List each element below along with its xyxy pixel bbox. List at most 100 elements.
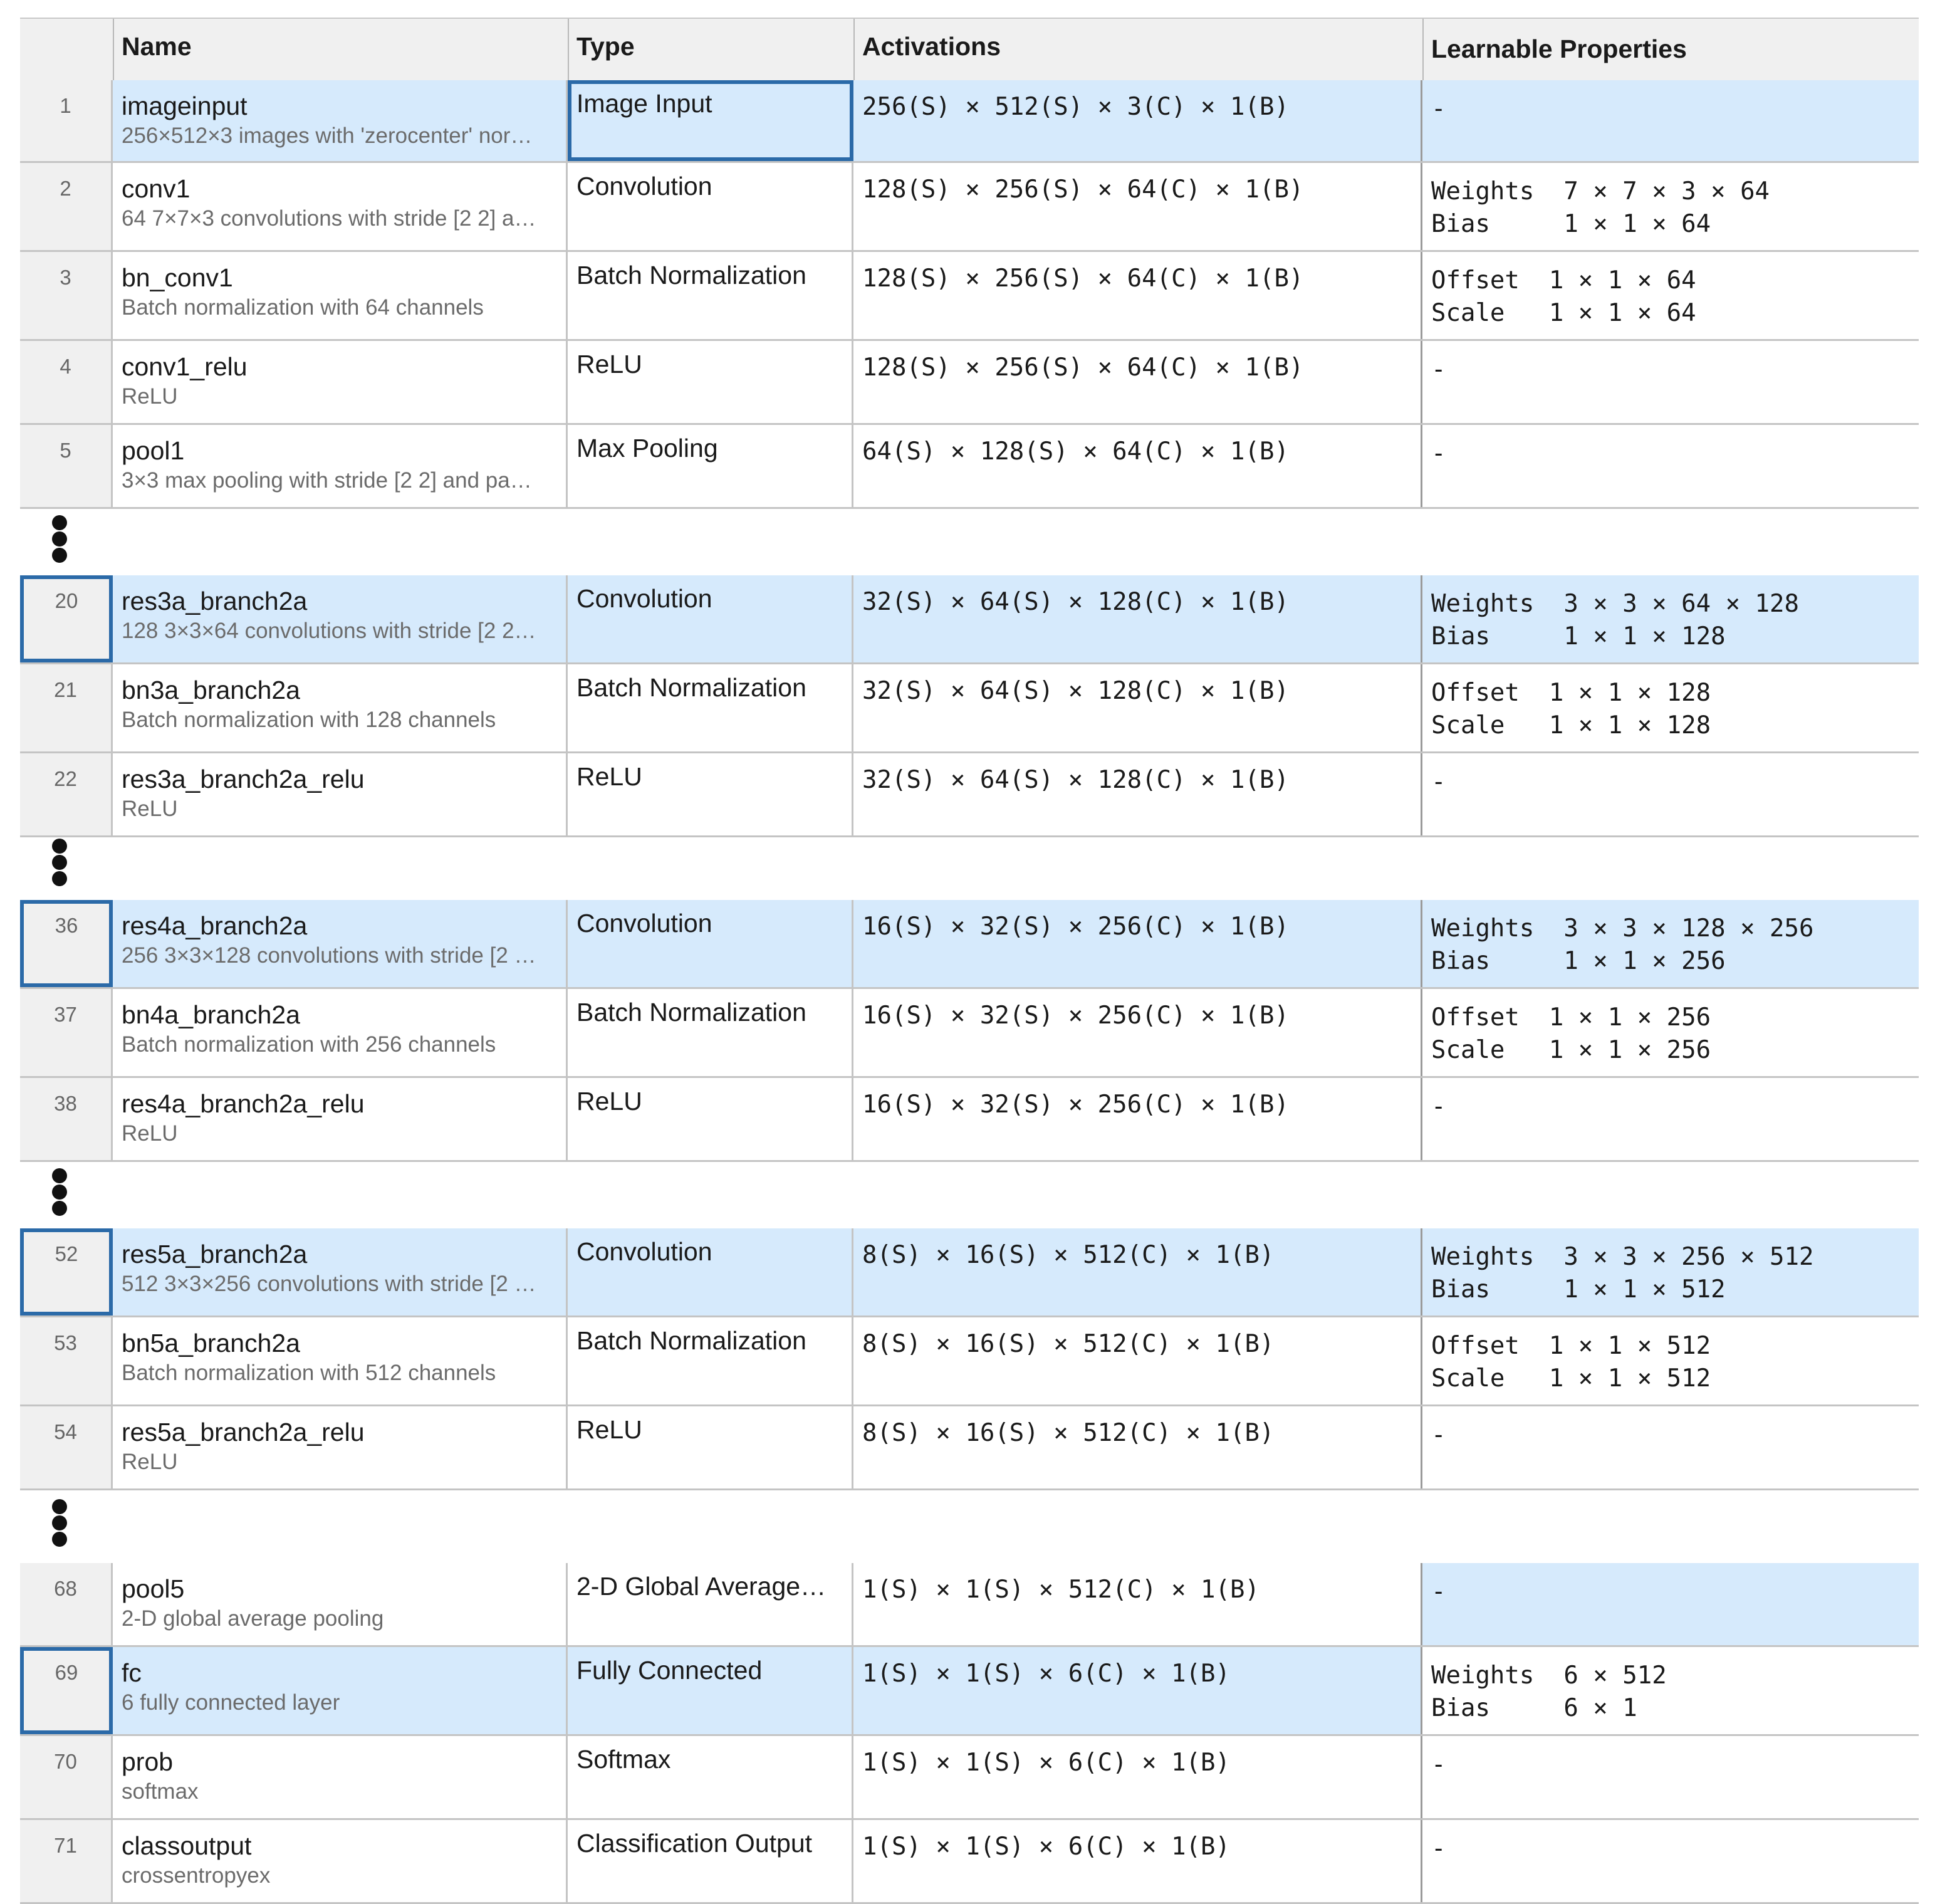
layer-type[interactable]: Convolution [568,163,853,250]
row-number[interactable]: 3 [20,252,113,339]
layer-type[interactable]: Batch Normalization [568,252,853,339]
column-header-learnable-properties[interactable]: Learnable Properties [1431,34,1687,63]
table-row[interactable]: 69 fc 6 fully connected layer Fully Connect… [20,1647,1919,1736]
layer-activations[interactable]: 16(S) × 32(S) × 256(C) × 1(B) [853,1078,1422,1160]
row-number[interactable]: 53 [20,1317,113,1404]
layer-learnables[interactable]: - [1422,1078,1919,1160]
layer-activations[interactable]: 16(S) × 32(S) × 256(C) × 1(B) [853,989,1422,1076]
layer-name-cell[interactable]: classoutput crossentropyex [113,1820,568,1902]
row-number[interactable]: 52 [20,1228,113,1316]
layer-type[interactable]: Fully Connected [568,1647,853,1734]
layer-learnables[interactable]: - [1422,1820,1919,1902]
row-number[interactable]: 5 [20,425,113,507]
table-row[interactable]: 68 pool5 2-D global average pooling 2-D Glo… [20,1563,1919,1647]
layer-type[interactable]: ReLU [568,341,853,423]
layer-activations[interactable]: 8(S) × 16(S) × 512(C) × 1(B) [853,1228,1422,1316]
layer-type[interactable]: 2-D Global Average… [568,1563,853,1645]
layer-type[interactable]: ReLU [568,1078,853,1160]
layer-activations[interactable]: 16(S) × 32(S) × 256(C) × 1(B) [853,900,1422,987]
layer-type[interactable]: ReLU [568,1406,853,1488]
column-header-type[interactable]: Type [576,32,635,61]
table-row[interactable]: 1 imageinput 256×512×3 images with 'zeroce… [20,80,1919,163]
layer-learnables[interactable]: Weights 3 × 3 × 64 × 128 Bias 1 × 1 × 128 [1422,575,1919,662]
layer-name-cell[interactable]: conv1 64 7×7×3 convolutions with stride [… [113,163,568,250]
row-number[interactable]: 37 [20,989,113,1076]
table-row[interactable]: 2 conv1 64 7×7×3 convolutions with stride … [20,163,1919,252]
layer-activations[interactable]: 128(S) × 256(S) × 64(C) × 1(B) [853,341,1422,423]
layer-type[interactable]: Classification Output [568,1820,853,1902]
layer-learnables[interactable]: - [1422,80,1919,161]
layer-activations[interactable]: 8(S) × 16(S) × 512(C) × 1(B) [853,1317,1422,1404]
table-row[interactable]: 22 res3a_branch2a_relu ReLU ReLU 32(S) × 64(… [20,753,1919,837]
layer-activations[interactable]: 1(S) × 1(S) × 6(C) × 1(B) [853,1647,1422,1734]
table-row[interactable]: 20 res3a_branch2a 128 3×3×64 convolutions … [20,575,1919,664]
row-number[interactable]: 21 [20,664,113,751]
layer-name-cell[interactable]: bn4a_branch2a Batch normalization with 25… [113,989,568,1076]
layer-activations[interactable]: 1(S) × 1(S) × 6(C) × 1(B) [853,1820,1422,1902]
layer-name-cell[interactable]: bn3a_branch2a Batch normalization with 12… [113,664,568,751]
layer-learnables[interactable]: - [1422,1736,1919,1818]
layer-name-cell[interactable]: res4a_branch2a_relu ReLU [113,1078,568,1160]
row-number[interactable]: 68 [20,1563,113,1645]
table-row[interactable]: 4 conv1_relu ReLU ReLU 128(S) × 256(S) × 64(… [20,341,1919,425]
layer-learnables[interactable]: Weights 7 × 7 × 3 × 64 Bias 1 × 1 × 64 [1422,163,1919,250]
table-row[interactable]: 54 res5a_branch2a_relu ReLU ReLU 8(S) × 16(S… [20,1406,1919,1490]
layer-learnables[interactable]: - [1422,1406,1919,1488]
layer-activations[interactable]: 1(S) × 1(S) × 6(C) × 1(B) [853,1736,1422,1818]
layer-name-cell[interactable]: res5a_branch2a 512 3×3×256 convolutions w… [113,1228,568,1316]
layer-activations[interactable]: 256(S) × 512(S) × 3(C) × 1(B) [853,80,1422,161]
table-row[interactable]: 3 bn_conv1 Batch normalization with 64 cha… [20,252,1919,341]
layer-type[interactable]: Convolution [568,1228,853,1316]
row-number[interactable]: 2 [20,163,113,250]
layer-name-cell[interactable]: pool1 3×3 max pooling with stride [2 2] a… [113,425,568,507]
row-number[interactable]: 70 [20,1736,113,1818]
row-number[interactable]: 20 [20,575,113,662]
layer-learnables[interactable]: Weights 3 × 3 × 128 × 256 Bias 1 × 1 × 25… [1422,900,1919,987]
layer-learnables[interactable]: Offset 1 × 1 × 512 Scale 1 × 1 × 512 [1422,1317,1919,1404]
table-row[interactable]: 70 prob softmax Softmax 1(S) × 1(S) × 6(C) ×… [20,1736,1919,1820]
layer-name-cell[interactable]: fc 6 fully connected layer [113,1647,568,1734]
table-row[interactable]: 21 bn3a_branch2a Batch normalization with … [20,664,1919,753]
row-number[interactable]: 22 [20,753,113,835]
layer-learnables[interactable]: Offset 1 × 1 × 64 Scale 1 × 1 × 64 [1422,252,1919,339]
layer-type[interactable]: Softmax [568,1736,853,1818]
layer-activations[interactable]: 32(S) × 64(S) × 128(C) × 1(B) [853,753,1422,835]
layer-name-cell[interactable]: res5a_branch2a_relu ReLU [113,1406,568,1488]
layer-type[interactable]: Batch Normalization [568,1317,853,1404]
layer-activations[interactable]: 128(S) × 256(S) × 64(C) × 1(B) [853,163,1422,250]
layer-name-cell[interactable]: bn5a_branch2a Batch normalization with 51… [113,1317,568,1404]
layer-name-cell[interactable]: pool5 2-D global average pooling [113,1563,568,1645]
row-number[interactable]: 36 [20,900,113,987]
row-number[interactable]: 38 [20,1078,113,1160]
layer-name-cell[interactable]: res4a_branch2a 256 3×3×128 convolutions w… [113,900,568,987]
table-row[interactable]: 53 bn5a_branch2a Batch normalization with … [20,1317,1919,1406]
layer-type[interactable]: Batch Normalization [568,989,853,1076]
layer-activations[interactable]: 32(S) × 64(S) × 128(C) × 1(B) [853,575,1422,662]
layer-learnables[interactable]: Offset 1 × 1 × 128 Scale 1 × 1 × 128 [1422,664,1919,751]
table-row[interactable]: 38 res4a_branch2a_relu ReLU ReLU 16(S) × 32(… [20,1078,1919,1162]
layer-activations[interactable]: 128(S) × 256(S) × 64(C) × 1(B) [853,252,1422,339]
layer-learnables[interactable]: - [1422,341,1919,423]
layer-type[interactable]: Convolution [568,900,853,987]
layer-name-cell[interactable]: res3a_branch2a 128 3×3×64 convolutions wi… [113,575,568,662]
layer-learnables[interactable]: Weights 3 × 3 × 256 × 512 Bias 1 × 1 × 51… [1422,1228,1919,1316]
table-row[interactable]: 71 classoutput crossentropyex Classificatio… [20,1820,1919,1904]
row-number[interactable]: 69 [20,1647,113,1734]
layer-learnables[interactable]: - [1422,753,1919,835]
row-number[interactable]: 71 [20,1820,113,1902]
table-row[interactable]: 37 bn4a_branch2a Batch normalization with … [20,989,1919,1078]
layer-name-cell[interactable]: bn_conv1 Batch normalization with 64 chan… [113,252,568,339]
layer-name-cell[interactable]: imageinput 256×512×3 images with 'zerocen… [113,80,568,161]
layer-learnables[interactable]: - [1422,1563,1919,1645]
layer-activations[interactable]: 8(S) × 16(S) × 512(C) × 1(B) [853,1406,1422,1488]
layer-type[interactable]: Batch Normalization [568,664,853,751]
layer-learnables[interactable]: Weights 6 × 512 Bias 6 × 1 [1422,1647,1919,1734]
row-number[interactable]: 54 [20,1406,113,1488]
layer-name-cell[interactable]: conv1_relu ReLU [113,341,568,423]
layer-type[interactable]: Max Pooling [568,425,853,507]
layer-type[interactable]: Convolution [568,575,853,662]
layer-activations[interactable]: 32(S) × 64(S) × 128(C) × 1(B) [853,664,1422,751]
layer-type[interactable]: Image Input [568,80,853,161]
layer-learnables[interactable]: Offset 1 × 1 × 256 Scale 1 × 1 × 256 [1422,989,1919,1076]
row-number[interactable]: 4 [20,341,113,423]
